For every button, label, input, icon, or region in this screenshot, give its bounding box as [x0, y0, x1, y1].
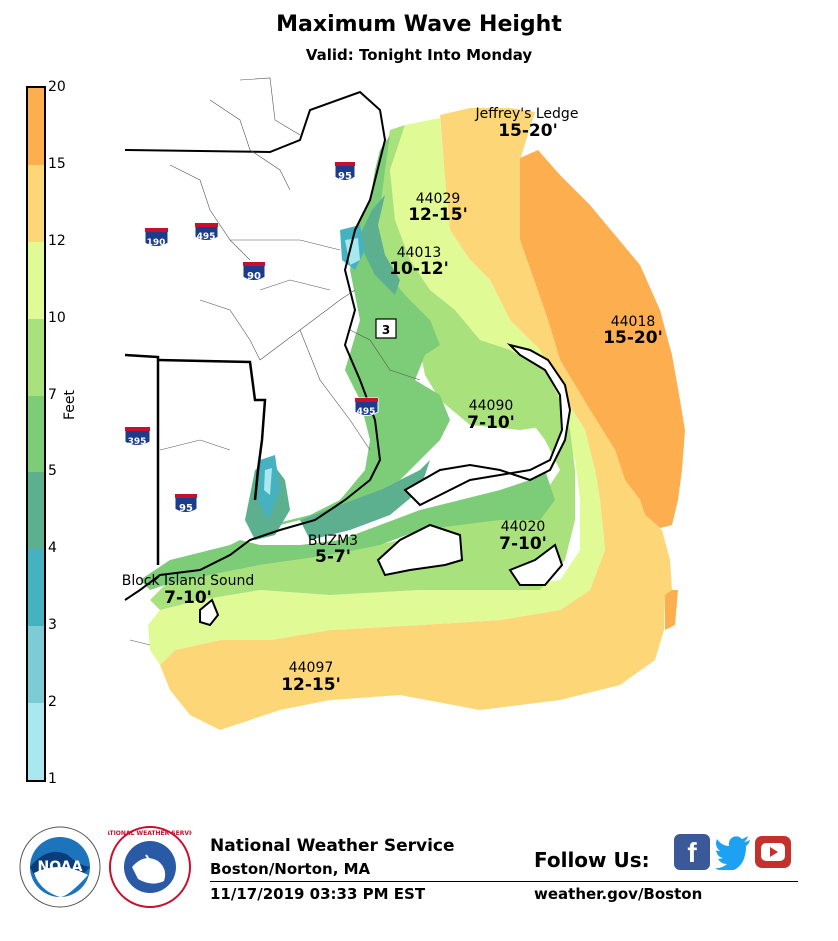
- colorbar-segment: [28, 318, 44, 396]
- station-id: 44029: [416, 191, 461, 207]
- colorbar-tick-label: 15: [48, 155, 66, 172]
- timestamp: 11/17/2019 03:33 PM EST: [210, 885, 426, 903]
- svg-text:495: 495: [357, 407, 376, 417]
- colorbar-tick-label: 1: [48, 771, 57, 787]
- colorbar-tick-label: 12: [48, 232, 66, 249]
- station-id: Block Island Sound: [122, 573, 255, 589]
- colorbar-tick-label: 3: [48, 617, 57, 634]
- agency-name: National Weather Service: [210, 836, 455, 856]
- colorbar-segment: [28, 88, 44, 165]
- svg-text:495: 495: [197, 232, 216, 242]
- svg-text:NATIONAL WEATHER SERVICE: NATIONAL WEATHER SERVICE: [108, 830, 192, 837]
- station-range: 12-15': [281, 675, 341, 695]
- highway-label: 95: [338, 171, 352, 182]
- wave-zone-10-12: [148, 118, 605, 665]
- colorbar-gradient: [28, 88, 44, 780]
- highway-95-south: 95: [174, 493, 198, 514]
- colorbar-segment: [28, 703, 44, 780]
- twitter-icon[interactable]: [714, 834, 752, 870]
- colorbar-tick-label: 20: [48, 79, 66, 95]
- website-link[interactable]: weather.gov/Boston: [534, 885, 703, 903]
- station-id: 44097: [289, 660, 334, 676]
- station-id: BUZM3: [308, 533, 358, 549]
- map-subtitle: Valid: Tonight Into Monday: [305, 46, 533, 64]
- station-id: 44018: [611, 314, 656, 330]
- office-name: Boston/Norton, MA: [210, 860, 371, 878]
- station-id: Jeffrey's Ledge: [475, 106, 579, 122]
- block-island-land: [199, 598, 220, 627]
- wave-zone-5-7: [140, 135, 555, 590]
- follow-us-label: Follow Us:: [534, 848, 650, 872]
- wave-zone-15-20-south: [665, 590, 678, 630]
- nws-logo: NATIONAL WEATHER SERVICE: [108, 826, 192, 908]
- colorbar-tick-label: 10: [48, 309, 66, 326]
- colorbar-segment: [28, 549, 44, 627]
- svg-text:95: 95: [179, 503, 193, 514]
- station-range: 12-15': [408, 205, 468, 225]
- county-lines: [129, 77, 421, 646]
- highway-495-south: 495: [354, 397, 379, 417]
- colorbar-tick-label: 5: [48, 463, 57, 480]
- wave-zone-1-2-ri: [264, 468, 272, 495]
- wave-zone-15-20: [520, 150, 685, 528]
- state-border-ri-ma: [157, 358, 267, 501]
- station-id: 44090: [469, 398, 514, 414]
- wave-zone-12-15: [160, 108, 672, 730]
- station-range: 5-7': [315, 547, 351, 567]
- cape-cod-land: [403, 343, 572, 507]
- mainland-coastline: [124, 90, 387, 601]
- station-range: 10-12': [389, 259, 449, 279]
- wave-zone-4-5-buzzards: [300, 460, 430, 540]
- colorbar-label: Feet: [62, 389, 78, 420]
- highway-95-north: 95: [334, 161, 356, 182]
- highway-3: 3: [375, 318, 397, 339]
- highway-495-north: 495: [194, 222, 219, 242]
- station-range: 7-10': [499, 534, 547, 554]
- colorbar-segment: [28, 395, 44, 473]
- station-id: 44020: [501, 519, 546, 535]
- youtube-icon[interactable]: [755, 834, 791, 870]
- station-range: 15-20': [603, 328, 663, 348]
- colorbar-tick-label: 7: [48, 386, 57, 403]
- svg-text:3: 3: [382, 323, 390, 337]
- noaa-logo: NOAA: [19, 826, 101, 908]
- svg-text:190: 190: [147, 238, 166, 248]
- map-title: Maximum Wave Height: [276, 12, 562, 37]
- colorbar-segment: [28, 241, 44, 319]
- wave-height-map: 95 190 495 90 3 495 395 95 Jeffrey's Led…: [122, 77, 685, 730]
- colorbar-segment: [28, 164, 44, 242]
- facebook-icon[interactable]: f: [674, 834, 710, 870]
- station-id: 44013: [397, 245, 442, 261]
- station-range: 7-10': [467, 413, 515, 433]
- highway-90: 90: [242, 261, 266, 282]
- svg-text:395: 395: [128, 437, 147, 447]
- highway-395: 395: [124, 426, 151, 447]
- footer-divider: [210, 881, 798, 882]
- svg-text:NOAA: NOAA: [38, 859, 83, 875]
- colorbar-segment: [28, 472, 44, 550]
- station-range: 7-10': [164, 588, 212, 608]
- colorbar: [26, 86, 46, 782]
- marthas-vineyard-land: [376, 523, 464, 577]
- nantucket-land: [508, 543, 564, 586]
- wave-zone-7-10-bay: [420, 345, 560, 430]
- wave-zone-4-5: [360, 195, 400, 295]
- svg-text:90: 90: [247, 271, 261, 282]
- colorbar-tick-label: 4: [48, 540, 57, 557]
- highway-190: 190: [144, 227, 169, 248]
- state-border-ma-ct-ri: [124, 353, 160, 565]
- colorbar-tick-label: 2: [48, 694, 57, 711]
- station-range: 15-20': [498, 121, 558, 141]
- colorbar-segment: [28, 626, 44, 704]
